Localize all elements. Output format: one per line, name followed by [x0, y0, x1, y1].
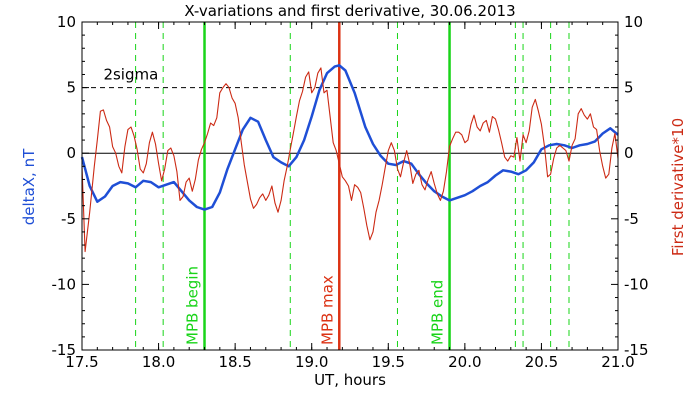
plot-area: 2sigma MPB begin MPB max MPB end 10 10 5 5 0 0 -5 -… [52, 13, 649, 371]
mpb-end-label: MPB end [429, 280, 447, 345]
x-tick-label: 20.5 [525, 353, 558, 371]
y-tick-label-left: 10 [57, 13, 76, 31]
y-tick-label-right: -10 [624, 275, 649, 293]
x-tick-label: 21.0 [601, 353, 634, 371]
derivative-series-line [81, 67, 619, 253]
y-axis-title-left: deltaX, nT [20, 148, 38, 225]
y-tick-label-left: 0 [66, 144, 76, 162]
y-tick-label-left: -15 [52, 341, 77, 359]
x-tick-label: 19.0 [295, 353, 328, 371]
x-tick-label: 18.5 [218, 353, 251, 371]
plot-frame [81, 21, 619, 351]
y-tick-label-right: -15 [624, 341, 649, 359]
y-tick-label-left: -10 [52, 275, 77, 293]
mpb-begin-label: MPB begin [184, 266, 202, 345]
y-tick-label-right: 0 [624, 144, 634, 162]
y-tick-label-left: -5 [61, 210, 76, 228]
y-tick-label-left: 5 [66, 79, 76, 97]
y-tick-label-right: 5 [624, 79, 634, 97]
x-axis-title: UT, hours [314, 371, 386, 389]
x-tick-label: 18.0 [142, 353, 175, 371]
mpb-max-label: MPB max [318, 275, 336, 345]
threshold-label: 2sigma [103, 66, 158, 84]
x-tick-label: 17.5 [65, 353, 98, 371]
x-tick-label: 20.0 [448, 353, 481, 371]
y-tick-label-right: -5 [624, 210, 639, 228]
chart-title: X-variations and first derivative, 30.06… [184, 2, 515, 20]
y-tick-label-right: 10 [624, 13, 643, 31]
deltaX-series-line [80, 64, 619, 211]
y-axis-title-right: First derivative*10 [669, 118, 687, 256]
x-tick-label: 19.5 [372, 353, 405, 371]
